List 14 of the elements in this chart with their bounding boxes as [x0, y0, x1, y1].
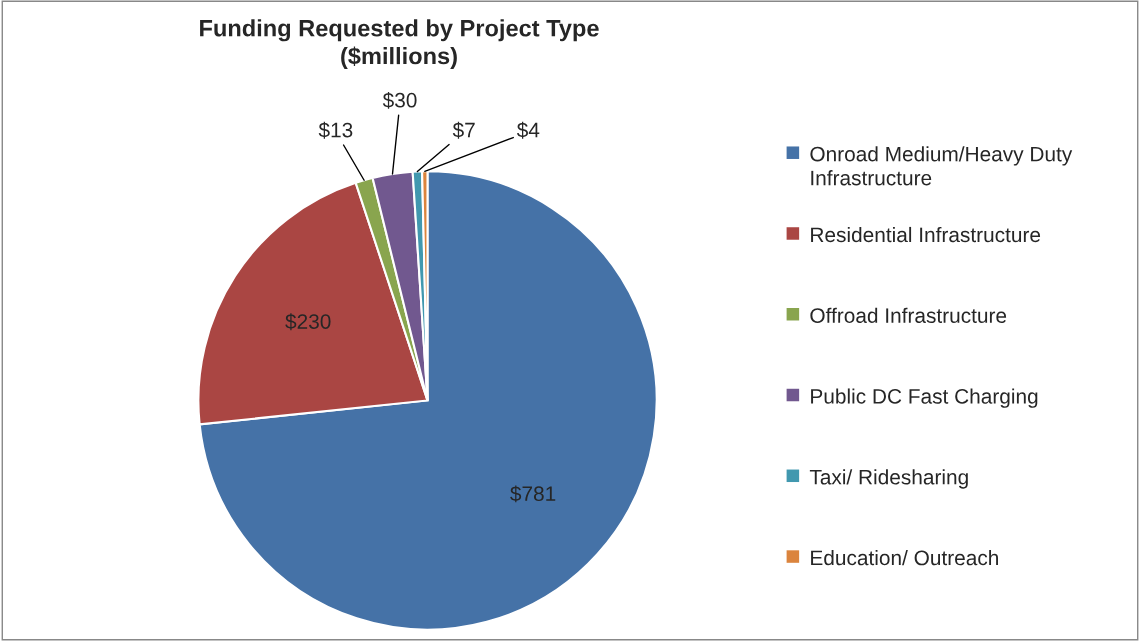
chart-title: Funding Requested by Project Type ($millions): [200, 19, 599, 70]
data-label: $7: [452, 121, 475, 139]
data-label: $230: [285, 313, 331, 331]
data-label: $13: [318, 121, 353, 139]
data-label: $781: [510, 485, 556, 503]
pie-slice: [198, 170, 658, 631]
data-label: $4: [516, 121, 540, 139]
legend-label: Offroad Infrastructure: [810, 307, 1007, 323]
legend-label: Onroad Medium/Heavy Duty Infrastructure: [810, 146, 1073, 186]
legend-label: Taxi/ Ridesharing: [809, 469, 968, 489]
data-label: $30: [382, 91, 417, 109]
legend-label: Education/ Outreach: [811, 549, 998, 566]
legend-label: Residential Infrastructure: [811, 226, 1041, 243]
legend-label: Public DC Fast Charging: [811, 388, 1038, 408]
